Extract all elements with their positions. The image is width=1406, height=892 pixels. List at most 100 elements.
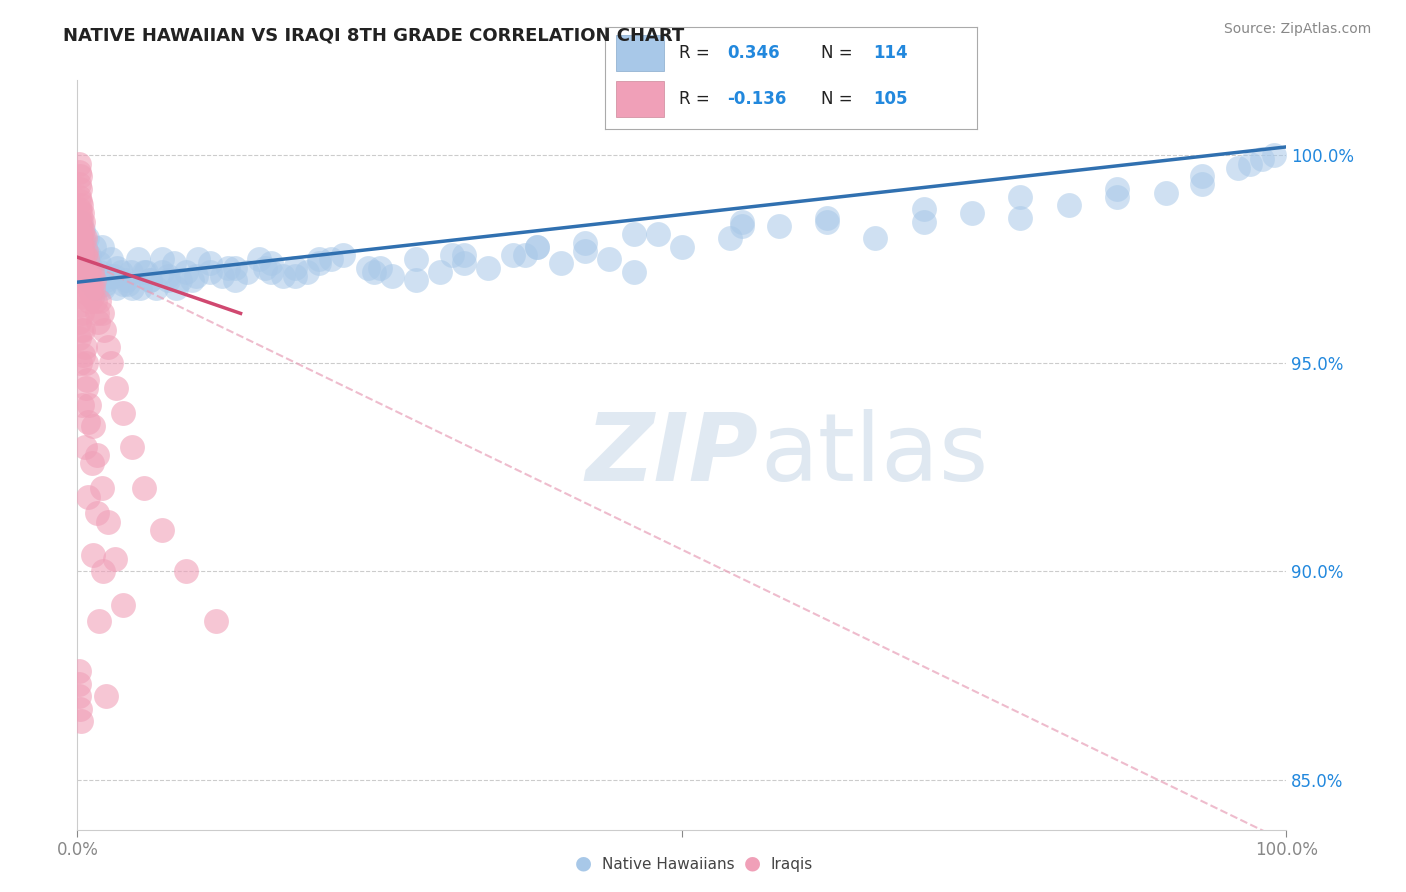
Point xyxy=(671,240,693,254)
Point xyxy=(86,281,108,295)
Point xyxy=(200,256,222,270)
Point xyxy=(69,215,91,229)
Point xyxy=(67,677,90,691)
Point xyxy=(90,240,112,254)
Point xyxy=(1263,148,1285,162)
Point xyxy=(73,248,96,262)
Point xyxy=(550,256,572,270)
Text: NATIVE HAWAIIAN VS IRAQI 8TH GRADE CORRELATION CHART: NATIVE HAWAIIAN VS IRAQI 8TH GRADE CORRE… xyxy=(63,27,685,45)
Point xyxy=(79,265,101,279)
Point xyxy=(84,281,107,295)
Point xyxy=(70,206,93,220)
Point xyxy=(356,260,378,275)
Text: N =: N = xyxy=(821,44,858,62)
Point xyxy=(768,219,790,233)
Point xyxy=(574,244,596,258)
Point xyxy=(110,265,132,279)
Point xyxy=(75,256,97,270)
Point xyxy=(117,277,139,292)
Point xyxy=(76,373,98,387)
Point xyxy=(75,277,97,292)
Point xyxy=(67,331,90,345)
Point xyxy=(100,356,122,370)
Point xyxy=(513,248,536,262)
Point xyxy=(79,293,101,308)
Point xyxy=(72,323,94,337)
Point xyxy=(731,219,754,233)
Point xyxy=(86,506,108,520)
Point xyxy=(73,252,96,267)
Point xyxy=(127,252,149,267)
Point xyxy=(67,690,90,704)
Point xyxy=(308,252,330,267)
Point xyxy=(80,456,103,470)
Point xyxy=(718,231,741,245)
Text: N =: N = xyxy=(821,90,858,108)
Point xyxy=(368,260,391,275)
Point xyxy=(112,277,135,292)
Point xyxy=(69,356,91,370)
Point xyxy=(104,552,127,566)
Point xyxy=(80,265,103,279)
Point xyxy=(405,252,427,267)
Point xyxy=(1154,186,1177,200)
Point xyxy=(284,260,307,275)
Point xyxy=(90,306,112,320)
Point xyxy=(453,248,475,262)
Point xyxy=(912,215,935,229)
Point xyxy=(83,273,105,287)
Point xyxy=(247,252,270,267)
Point xyxy=(150,265,173,279)
Point xyxy=(70,248,93,262)
Point xyxy=(72,248,94,262)
Point xyxy=(82,281,104,295)
Point xyxy=(1010,211,1032,225)
Text: ZIP: ZIP xyxy=(585,409,758,501)
Point xyxy=(105,281,128,295)
Point xyxy=(381,268,404,283)
Point xyxy=(181,273,204,287)
Point xyxy=(86,448,108,462)
Text: 114: 114 xyxy=(873,44,907,62)
Point xyxy=(70,240,93,254)
Point xyxy=(87,615,110,629)
Point xyxy=(100,252,122,267)
Point xyxy=(526,240,548,254)
Point xyxy=(139,273,162,287)
Point xyxy=(69,298,91,312)
Point xyxy=(163,256,186,270)
Point xyxy=(96,340,118,354)
Text: 105: 105 xyxy=(873,90,907,108)
Point xyxy=(73,240,96,254)
Point xyxy=(90,481,112,495)
Point xyxy=(69,206,91,220)
Point xyxy=(526,240,548,254)
Point xyxy=(69,273,91,287)
Point xyxy=(69,702,91,716)
Point xyxy=(132,481,155,495)
Bar xyxy=(616,81,664,117)
Point xyxy=(69,219,91,233)
Bar xyxy=(616,35,664,70)
Point xyxy=(184,268,207,283)
Point xyxy=(70,215,93,229)
Point xyxy=(260,265,283,279)
Point xyxy=(77,265,100,279)
Point xyxy=(150,523,173,537)
Point xyxy=(87,315,110,329)
Point xyxy=(1191,178,1213,192)
Point xyxy=(157,268,180,283)
Point xyxy=(69,244,91,258)
Point xyxy=(79,277,101,292)
Point xyxy=(574,235,596,250)
Point xyxy=(69,181,91,195)
Point xyxy=(260,256,283,270)
Point xyxy=(67,315,90,329)
Point xyxy=(77,281,100,295)
Point xyxy=(912,202,935,217)
Point xyxy=(1057,198,1080,212)
Point xyxy=(1107,190,1129,204)
Point xyxy=(67,178,90,192)
Point xyxy=(76,252,98,267)
Point xyxy=(502,248,524,262)
